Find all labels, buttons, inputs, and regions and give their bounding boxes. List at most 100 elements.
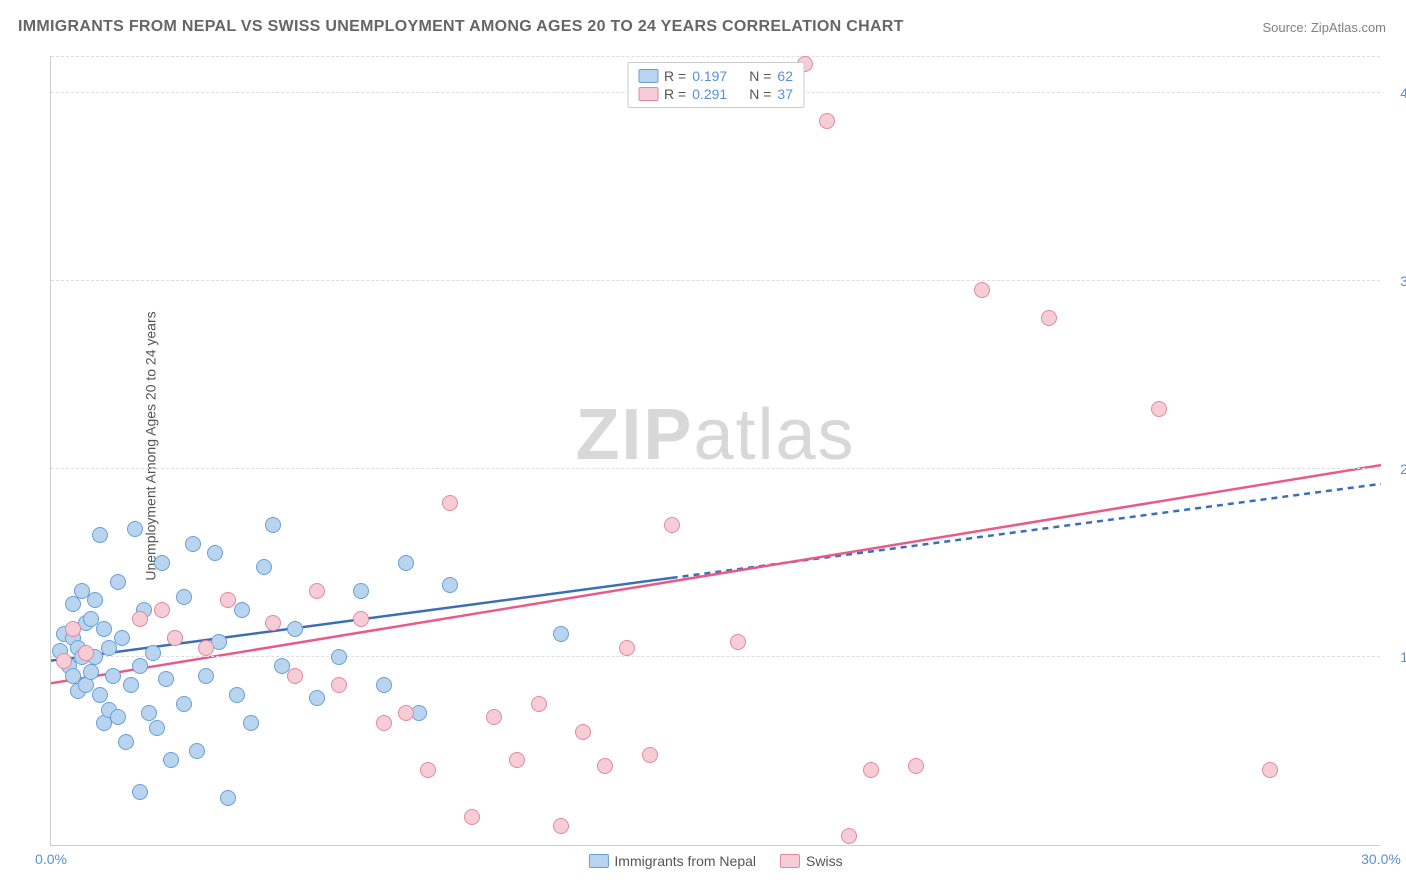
data-point-nepal	[83, 664, 99, 680]
data-point-nepal	[234, 602, 250, 618]
r-value: 0.291	[692, 86, 727, 102]
data-point-nepal	[92, 527, 108, 543]
data-point-swiss	[863, 762, 879, 778]
data-point-nepal	[185, 536, 201, 552]
data-point-nepal	[145, 645, 161, 661]
gridline	[51, 468, 1380, 469]
y-tick-label: 40.0%	[1385, 85, 1406, 101]
data-point-nepal	[132, 658, 148, 674]
data-point-swiss	[1151, 401, 1167, 417]
legend-top: R = 0.197 N = 62R = 0.291 N = 37	[627, 62, 804, 108]
data-point-swiss	[353, 611, 369, 627]
data-point-nepal	[207, 545, 223, 561]
data-point-swiss	[575, 724, 591, 740]
data-point-swiss	[1262, 762, 1278, 778]
legend-bottom: Immigrants from Nepal Swiss	[588, 853, 842, 869]
data-point-swiss	[908, 758, 924, 774]
source-label: Source: ZipAtlas.com	[1262, 20, 1386, 35]
data-point-swiss	[664, 517, 680, 533]
data-point-swiss	[398, 705, 414, 721]
data-point-swiss	[309, 583, 325, 599]
data-point-nepal	[92, 687, 108, 703]
data-point-swiss	[220, 592, 236, 608]
legend-label: Immigrants from Nepal	[614, 853, 756, 869]
data-point-nepal	[198, 668, 214, 684]
data-point-nepal	[149, 720, 165, 736]
data-point-nepal	[158, 671, 174, 687]
data-point-swiss	[841, 828, 857, 844]
r-label: R =	[664, 68, 686, 84]
data-point-nepal	[353, 583, 369, 599]
data-point-swiss	[287, 668, 303, 684]
data-point-nepal	[176, 696, 192, 712]
data-point-swiss	[65, 621, 81, 637]
data-point-nepal	[176, 589, 192, 605]
data-point-nepal	[118, 734, 134, 750]
data-point-swiss	[78, 645, 94, 661]
data-point-swiss	[819, 113, 835, 129]
y-tick-label: 30.0%	[1385, 273, 1406, 289]
r-value: 0.197	[692, 68, 727, 84]
watermark-light: atlas	[693, 395, 855, 475]
gridline	[51, 56, 1380, 57]
data-point-nepal	[163, 752, 179, 768]
gridline	[51, 280, 1380, 281]
swatch-swiss-icon	[780, 854, 800, 868]
n-value: 62	[777, 68, 793, 84]
data-point-nepal	[123, 677, 139, 693]
data-point-swiss	[642, 747, 658, 763]
chart-title: IMMIGRANTS FROM NEPAL VS SWISS UNEMPLOYM…	[18, 18, 904, 36]
data-point-nepal	[265, 517, 281, 533]
data-point-nepal	[256, 559, 272, 575]
data-point-swiss	[56, 653, 72, 669]
data-point-nepal	[127, 521, 143, 537]
legend-top-row: R =0.291N =37	[638, 85, 793, 103]
data-point-swiss	[486, 709, 502, 725]
data-point-nepal	[132, 784, 148, 800]
data-point-swiss	[132, 611, 148, 627]
data-point-nepal	[87, 592, 103, 608]
data-point-swiss	[619, 640, 635, 656]
watermark-bold: ZIP	[575, 395, 693, 475]
x-tick-label: 0.0%	[35, 851, 67, 867]
data-point-nepal	[442, 577, 458, 593]
legend-top-row: R = 0.197 N = 62	[638, 67, 793, 85]
data-point-nepal	[243, 715, 259, 731]
swatch-nepal-icon	[638, 69, 658, 83]
y-tick-label: 20.0%	[1385, 461, 1406, 477]
data-point-nepal	[154, 555, 170, 571]
data-point-nepal	[398, 555, 414, 571]
n-value: 37	[777, 86, 793, 102]
legend-bottom-item: Immigrants from Nepal	[588, 853, 756, 869]
data-point-nepal	[309, 690, 325, 706]
data-point-swiss	[331, 677, 347, 693]
n-label: N =	[749, 68, 771, 84]
data-point-swiss	[167, 630, 183, 646]
data-point-swiss	[1041, 310, 1057, 326]
data-point-swiss	[531, 696, 547, 712]
data-point-nepal	[110, 574, 126, 590]
data-point-nepal	[189, 743, 205, 759]
legend-bottom-item: Swiss	[780, 853, 843, 869]
data-point-swiss	[420, 762, 436, 778]
data-point-swiss	[198, 640, 214, 656]
y-tick-label: 10.0%	[1385, 649, 1406, 665]
data-point-swiss	[154, 602, 170, 618]
swatch-nepal-icon	[588, 854, 608, 868]
data-point-nepal	[220, 790, 236, 806]
data-point-nepal	[287, 621, 303, 637]
gridline	[51, 656, 1380, 657]
data-point-nepal	[376, 677, 392, 693]
r-label: R =	[664, 86, 686, 102]
data-point-swiss	[265, 615, 281, 631]
data-point-swiss	[376, 715, 392, 731]
data-point-nepal	[110, 709, 126, 725]
data-point-nepal	[229, 687, 245, 703]
data-point-swiss	[442, 495, 458, 511]
data-point-nepal	[141, 705, 157, 721]
data-point-swiss	[597, 758, 613, 774]
watermark: ZIPatlas	[575, 394, 855, 476]
data-point-swiss	[553, 818, 569, 834]
data-point-nepal	[114, 630, 130, 646]
data-point-nepal	[105, 668, 121, 684]
